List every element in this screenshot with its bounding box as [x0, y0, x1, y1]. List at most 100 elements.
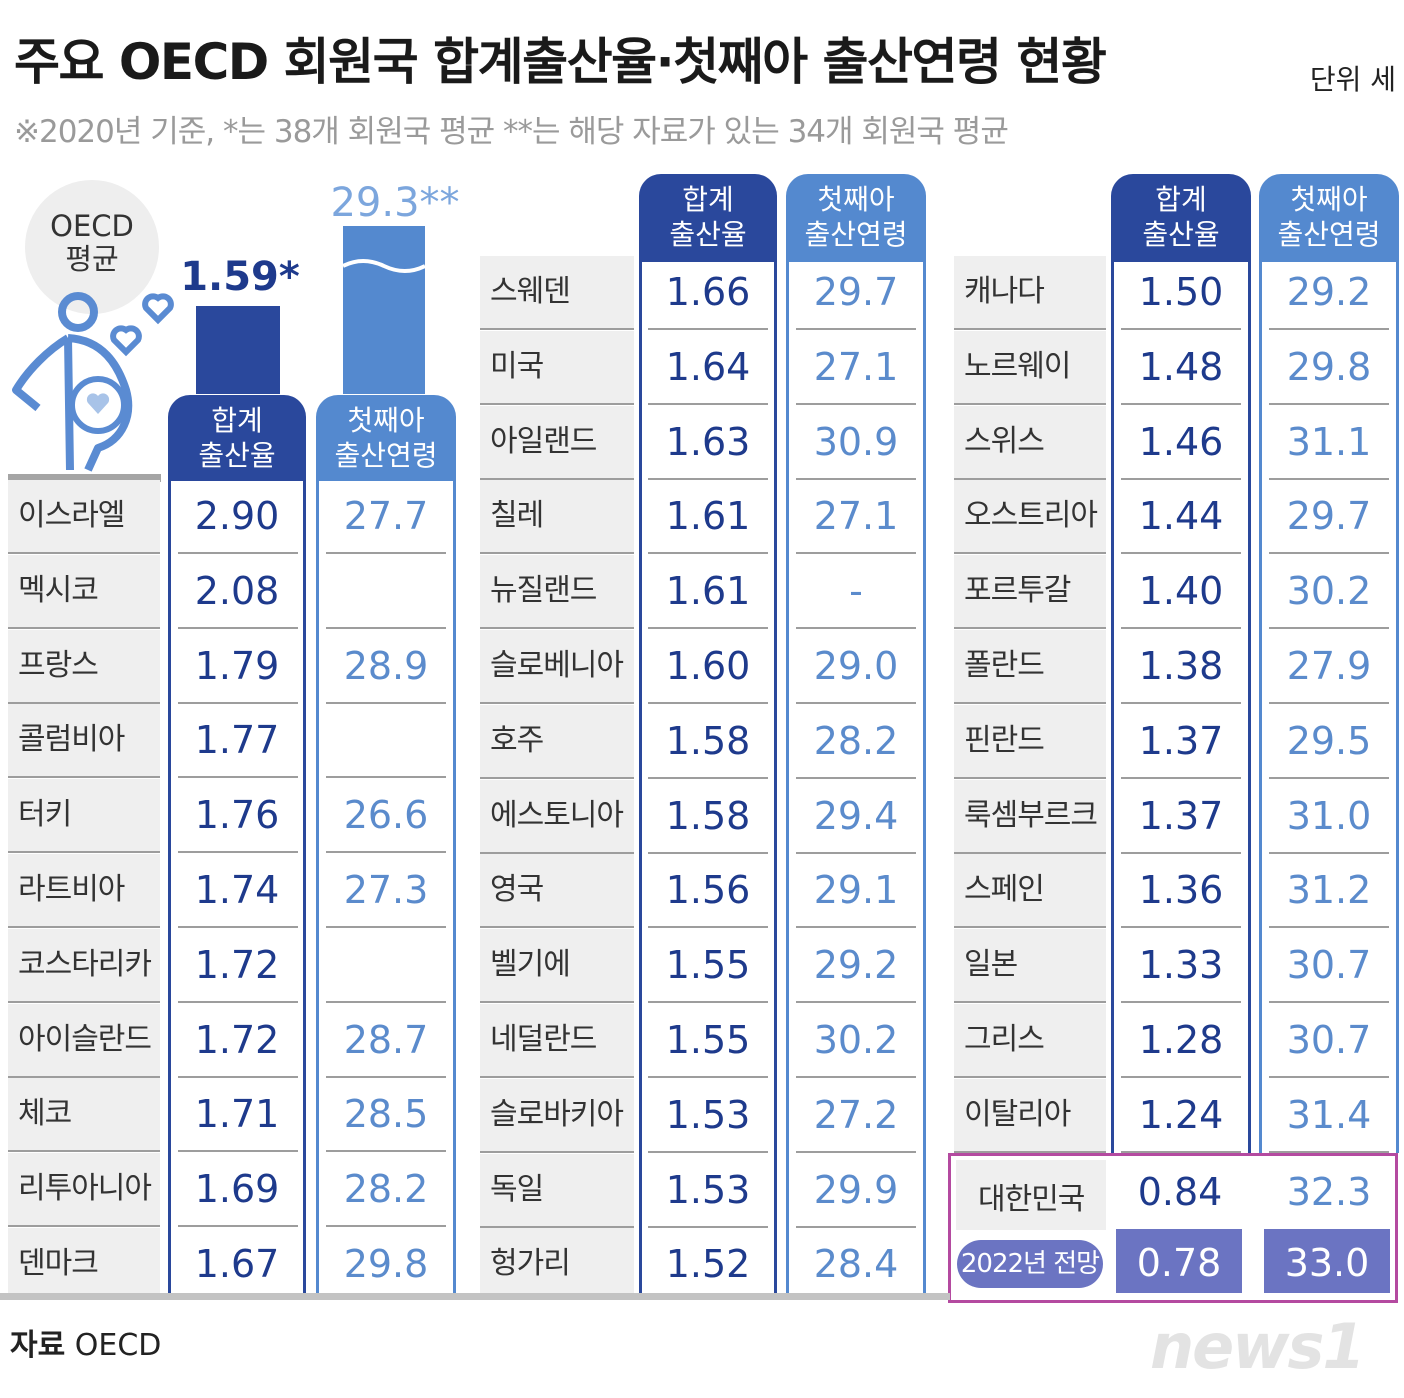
col-border: [774, 258, 777, 1293]
rate-value: 1.67: [194, 1242, 280, 1286]
table-row: 뉴질랜드 1.61 -: [0, 555, 1404, 630]
table-row: 터키 1.76 26.6: [0, 779, 1404, 854]
country-name: 스페인: [954, 854, 1106, 926]
row-divider: [480, 926, 634, 928]
rate-value: 1.58: [665, 719, 751, 763]
row-divider: [1269, 702, 1389, 704]
table-row: 리투아니아 1.69 28.2: [0, 1153, 1404, 1228]
country-name: 캐나다: [954, 256, 1106, 328]
table-row: 헝가리 1.52 28.4: [0, 1228, 1404, 1303]
table-row: 슬로바키아 1.53 27.2: [0, 1079, 1404, 1154]
table-row: 포르투갈 1.40 30.2: [0, 555, 1404, 630]
row-divider: [480, 403, 634, 405]
row-divider: [1269, 1151, 1389, 1153]
row-divider: [648, 1151, 768, 1153]
age-value: 29.7: [813, 270, 899, 314]
oecd-avg-rate-label: 1.59*: [180, 254, 300, 300]
age-value: 27.7: [343, 494, 429, 538]
heart-icon: [142, 293, 174, 325]
country-name: 칠레: [480, 480, 634, 552]
forecast-label: 2022년 전망: [957, 1240, 1103, 1288]
rate-value: 1.44: [1138, 494, 1224, 538]
table-row: 호주 1.58 28.2: [0, 705, 1404, 780]
row-divider: [178, 1150, 298, 1152]
rate-value: 1.71: [194, 1092, 280, 1136]
row-divider: [954, 328, 1106, 330]
row-divider: [326, 1076, 446, 1078]
rate-value: 1.52: [665, 1242, 751, 1286]
table-row: 덴마크 1.67 29.8: [0, 1228, 1404, 1303]
table-row: 라트비아 1.74 27.3: [0, 854, 1404, 929]
age-value: 30.9: [813, 420, 899, 464]
row-divider: [326, 1225, 446, 1227]
row-divider: [326, 776, 446, 778]
row-divider: [954, 702, 1106, 704]
oecd-base-line: [8, 474, 161, 482]
table-bottom-line: [0, 1293, 950, 1300]
row-divider: [1269, 328, 1389, 330]
header-rate-line2: 출산율: [1142, 218, 1220, 251]
age-value: 29.4: [813, 794, 899, 838]
col-border: [453, 478, 456, 1293]
row-divider: [1121, 777, 1241, 779]
age-value: 28.4: [813, 1242, 899, 1286]
forecast-age: 33.0: [1264, 1229, 1390, 1293]
rate-value: 1.55: [665, 943, 751, 987]
age-value: 27.3: [343, 868, 429, 912]
row-divider: [796, 1001, 916, 1003]
row-divider: [954, 478, 1106, 480]
age-value: 29.2: [1286, 270, 1372, 314]
row-divider: [8, 1150, 160, 1152]
row-divider: [648, 1001, 768, 1003]
country-name: 일본: [954, 929, 1106, 1001]
wave-break-icon: [343, 259, 425, 273]
source-value: OECD: [74, 1328, 162, 1363]
country-name: 라트비아: [8, 854, 160, 926]
table-row: 독일 1.53 29.9: [0, 1154, 1404, 1229]
row-divider: [178, 851, 298, 853]
rate-value: 1.33: [1138, 943, 1224, 987]
rate-value: 1.58: [665, 794, 751, 838]
row-divider: [648, 777, 768, 779]
header-age-line1: 첫째아: [1290, 183, 1368, 216]
page-title: 주요 OECD 회원국 합계출산율·첫째아 출산연령 현황: [14, 33, 1107, 91]
table-row: 룩셈부르크 1.37 31.0: [0, 780, 1404, 855]
row-divider: [326, 851, 446, 853]
row-divider: [8, 627, 160, 629]
row-divider: [480, 1076, 634, 1078]
country-name: 호주: [480, 705, 634, 777]
row-divider: [648, 552, 768, 554]
row-divider: [796, 403, 916, 405]
row-divider: [796, 777, 916, 779]
row-divider: [954, 1151, 1106, 1153]
table-row: 슬로베니아 1.60 29.0: [0, 630, 1404, 705]
age-value: 29.0: [813, 644, 899, 688]
bubble-line1: OECD: [50, 209, 134, 243]
header-age-2: 첫째아 출산연령: [786, 174, 926, 262]
table-row: 콜럼비아 1.77: [0, 704, 1404, 779]
table-row: 스페인 1.36 31.2: [0, 854, 1404, 929]
row-divider: [648, 328, 768, 330]
row-divider: [648, 478, 768, 480]
rate-value: 1.46: [1138, 420, 1224, 464]
row-divider: [480, 1151, 634, 1153]
col-border: [168, 478, 171, 1293]
row-divider: [954, 926, 1106, 928]
pregnant-woman-icon: [12, 292, 174, 472]
row-divider: [8, 702, 160, 704]
row-divider: [178, 1076, 298, 1078]
rate-value: 1.60: [665, 644, 751, 688]
country-name: 그리스: [954, 1004, 1106, 1076]
age-value: 31.0: [1286, 794, 1372, 838]
country-name: 덴마크: [8, 1228, 160, 1300]
row-divider: [1269, 552, 1389, 554]
row-divider: [8, 1076, 160, 1078]
age-value: 27.9: [1286, 644, 1372, 688]
table-row: 프랑스 1.79 28.9: [0, 630, 1404, 705]
country-name: 폴란드: [954, 630, 1106, 702]
header-age-1: 첫째아 출산연령: [316, 395, 456, 481]
row-divider: [796, 702, 916, 704]
country-name: 콜럼비아: [8, 704, 160, 776]
row-divider: [480, 627, 634, 629]
age-value: 30.7: [1286, 1018, 1372, 1062]
